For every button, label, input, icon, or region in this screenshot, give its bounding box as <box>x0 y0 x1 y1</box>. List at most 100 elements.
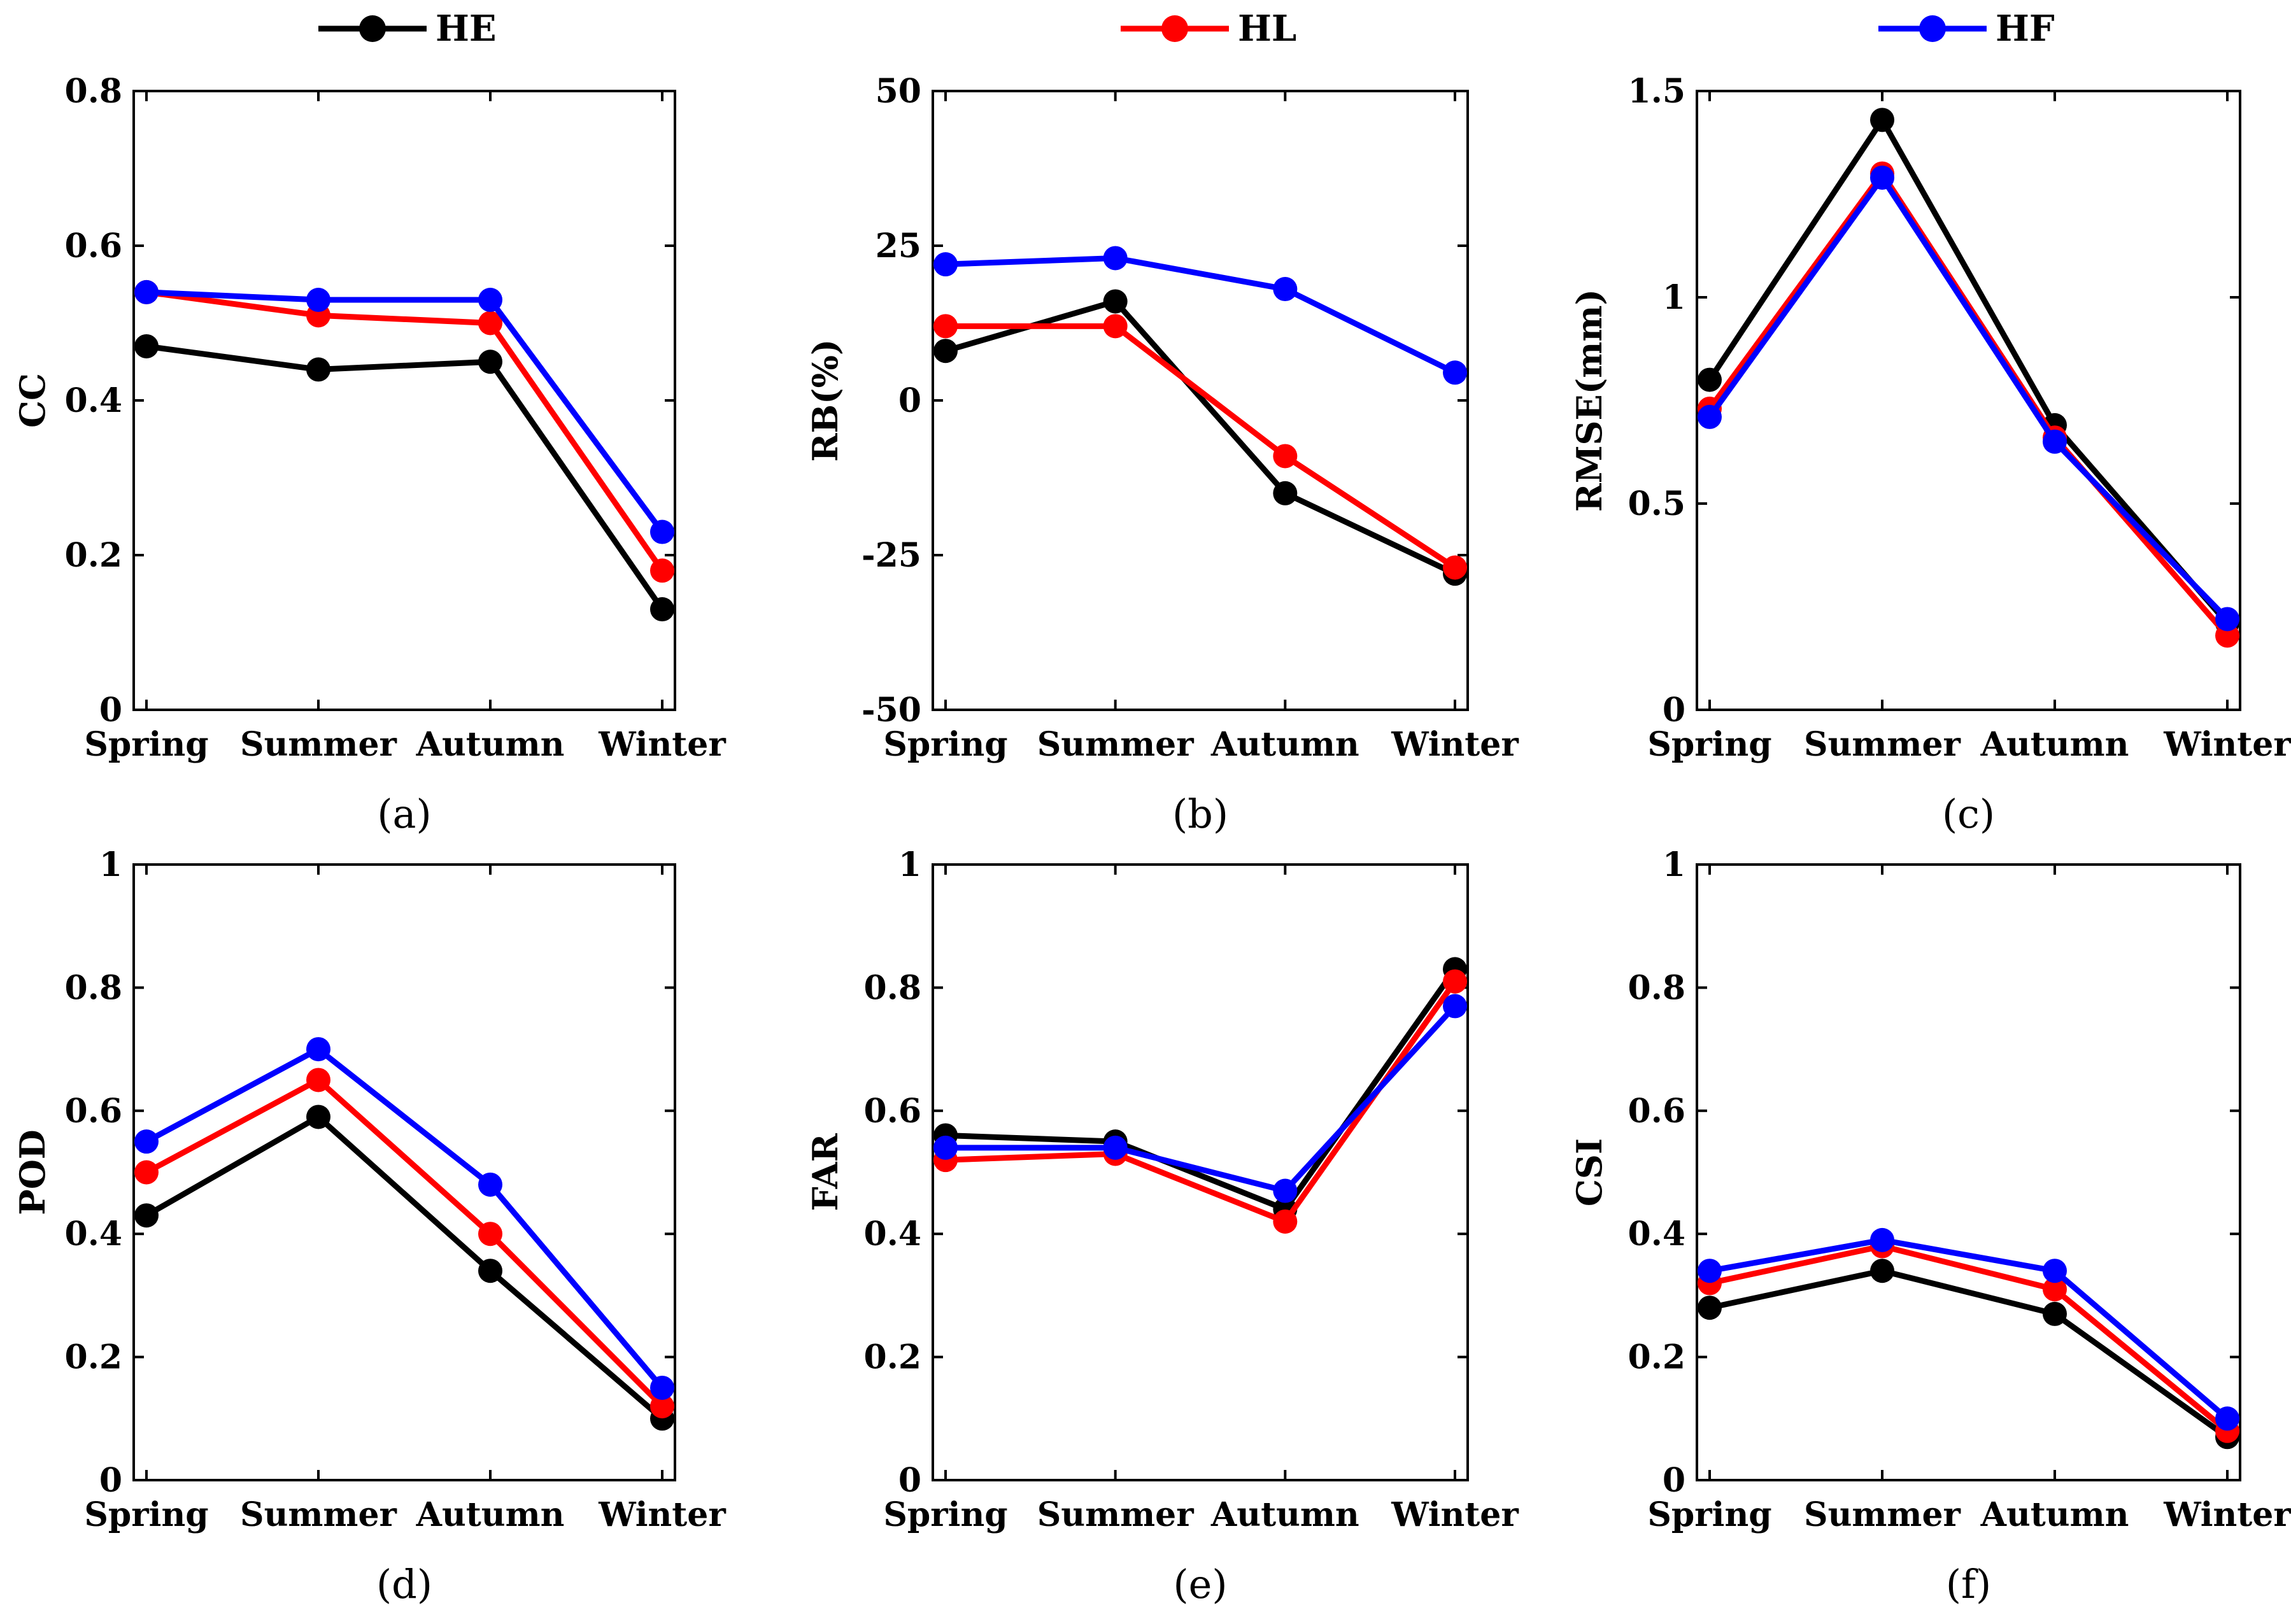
panel-a-point-he-spring <box>134 334 159 358</box>
panel-b-ytick-label: 0 <box>898 381 921 420</box>
legend-label-hf: HF <box>1996 8 2055 50</box>
panel-e-ytick-label: 0.6 <box>864 1092 921 1131</box>
panel-b-point-hf-spring <box>933 252 958 277</box>
panel-c-ytick-label: 1.5 <box>1628 72 1685 111</box>
panel-a-ytick-label: 0.6 <box>65 227 122 265</box>
panel-f-point-he-autumn <box>2043 1301 2067 1326</box>
panel-b-series-hf <box>933 246 1467 385</box>
panel-a-series-hf <box>134 279 674 544</box>
panel-e: 0 0.2 0.4 0.6 0.8 1 Spring Summer Autumn Winter FA… <box>805 845 1519 1607</box>
panel-e-point-hf-summer <box>1103 1135 1128 1160</box>
panel-c-line-he <box>1707 117 2230 625</box>
legend-item-he: HE <box>318 8 497 50</box>
panel-a-xtick-label-summer: Summer <box>240 725 397 764</box>
panel-a-ytick-label: 0.2 <box>65 536 122 575</box>
panel-f-ytick-label: 0 <box>1663 1461 1685 1500</box>
panel-a-point-hf-winter <box>650 519 674 544</box>
panel-a-point-hf-summer <box>306 288 330 313</box>
panel-a-label: (a) <box>377 791 431 837</box>
panel-c-xtick-label-summer: Summer <box>1804 725 1961 764</box>
panel-e-line-he <box>945 967 1458 1213</box>
panel-f-point-hf-summer <box>1870 1227 1894 1252</box>
panel-b-ytick-label: -25 <box>862 536 921 575</box>
panel-c-ytick-label: 0 <box>1663 691 1685 730</box>
panel-a-series-hl <box>134 279 674 583</box>
panel-c-xtick-label-winter: Winter <box>2163 725 2291 764</box>
panel-e-series-hl <box>933 969 1467 1234</box>
panel-a-point-hf-autumn <box>478 288 502 313</box>
panel-c-point-he-spring <box>1698 367 1722 392</box>
panel-f-xtick-label-summer: Summer <box>1804 1495 1961 1534</box>
panel-e-xtick-label-spring: Spring <box>883 1495 1007 1534</box>
panel-e-line-hf <box>946 1004 1458 1194</box>
panel-d-point-hl-spring <box>134 1160 159 1185</box>
panel-c-series-he <box>1698 108 2239 635</box>
panel-b-xtick-label-summer: Summer <box>1037 725 1194 764</box>
panel-b-point-hl-winter <box>1443 555 1467 580</box>
panel-a-ytick-label: 0.8 <box>65 72 122 111</box>
panel-e-ylabel: FAR <box>805 1133 846 1211</box>
panel-f-point-hf-autumn <box>2043 1259 2067 1283</box>
panel-b-point-he-spring <box>933 339 958 364</box>
panel-f-point-hf-winter <box>2215 1406 2239 1431</box>
panel-b-point-he-autumn <box>1273 481 1298 505</box>
panel-b: -50 -25 0 25 50 Spring Summer Autumn Winter RB(%)… <box>805 72 1519 837</box>
panel-d-point-he-summer <box>306 1105 330 1129</box>
panel-f-line-he <box>1709 1267 2229 1439</box>
panel-e-ytick-label: 0.2 <box>864 1338 921 1377</box>
panel-d-ytick-label: 0.8 <box>65 968 122 1007</box>
legend-label-he: HE <box>436 8 497 50</box>
panel-f-xtick-label-autumn: Autumn <box>1980 1495 2129 1534</box>
panel-b-series-hl <box>933 314 1467 580</box>
panel-b-point-hf-summer <box>1103 246 1128 271</box>
panel-b-xtick-label-winter: Winter <box>1391 725 1519 764</box>
panel-e-xtick-label-summer: Summer <box>1037 1495 1194 1534</box>
panel-d-point-hf-autumn <box>478 1172 502 1197</box>
panel-e-ytick-label: 0.8 <box>864 968 921 1007</box>
panel-e-ytick-label: 1 <box>898 845 921 884</box>
panel-c-ytick-label: 1 <box>1663 278 1685 317</box>
panel-d: 0 0.2 0.4 0.6 0.8 1 Spring Summer Autumn Winter PO… <box>12 845 726 1607</box>
panel-b-point-hf-autumn <box>1273 277 1298 302</box>
panel-b-line-hl <box>946 323 1457 570</box>
panel-b-line-hf <box>945 255 1456 376</box>
panel-f-point-he-spring <box>1698 1296 1722 1320</box>
panel-c-line-hl <box>1707 171 2230 638</box>
panel-f-xtick-label-spring: Spring <box>1647 1495 1771 1534</box>
panel-a-point-he-autumn <box>478 350 502 374</box>
panel-b-label: (b) <box>1172 791 1228 837</box>
panel-c-point-hf-winter <box>2215 607 2239 632</box>
panel-d-point-hl-summer <box>306 1068 330 1092</box>
panel-c-label: (c) <box>1942 791 1995 837</box>
panel-b-point-hf-winter <box>1443 360 1467 385</box>
panel-d-xtick-label-spring: Spring <box>84 1495 208 1534</box>
panel-b-ytick-label: 25 <box>876 227 921 265</box>
panel-f-ytick-label: 0.2 <box>1628 1338 1685 1377</box>
panel-c-point-hf-autumn <box>2043 429 2067 454</box>
panel-a-ytick-label: 0.4 <box>65 381 122 420</box>
panel-e-series-hf <box>933 994 1467 1203</box>
panel-e-point-hl-winter <box>1443 969 1467 994</box>
panel-a-xtick-label-spring: Spring <box>84 725 208 764</box>
panel-d-point-hf-winter <box>650 1375 674 1400</box>
panel-a-xtick-label-winter: Winter <box>598 725 726 764</box>
panel-d-line-he <box>145 1113 664 1421</box>
panel-a-ylabel: CC <box>12 373 53 428</box>
panel-c-point-hf-spring <box>1698 404 1722 429</box>
panel-d-axes-box <box>132 863 676 1481</box>
panel-c-series-hl <box>1698 161 2239 648</box>
panel-c-point-hf-summer <box>1870 166 1894 190</box>
panel-d-ylabel: POD <box>12 1129 53 1215</box>
panel-e-line-hl <box>945 980 1458 1225</box>
panel-a-xtick-label-autumn: Autumn <box>416 725 565 764</box>
panel-d-xtick-label-summer: Summer <box>240 1495 397 1534</box>
panel-b-point-hl-spring <box>933 314 958 339</box>
panel-b-xtick-label-spring: Spring <box>883 725 1007 764</box>
panel-c-xtick-label-autumn: Autumn <box>1980 725 2129 764</box>
panel-f-ylabel: CSI <box>1569 1138 1610 1206</box>
panel-e-point-hf-autumn <box>1273 1178 1298 1203</box>
panel-a-point-hf-spring <box>134 279 159 304</box>
panel-a-line-he <box>146 343 665 611</box>
panel-d-ytick-label: 0.4 <box>65 1215 122 1253</box>
